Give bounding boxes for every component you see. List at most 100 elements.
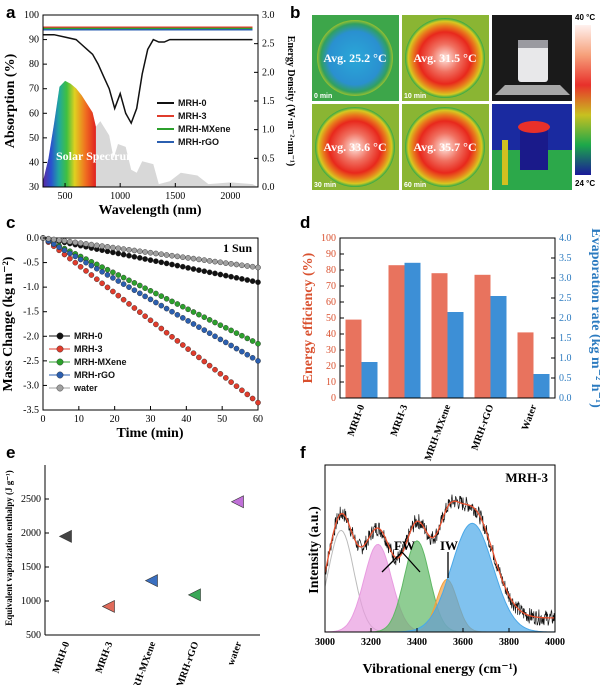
- panel-label-d: d: [300, 213, 310, 232]
- point-mrh-3: [228, 379, 234, 385]
- point-mrh-0: [136, 255, 143, 261]
- legend-swatch: [56, 332, 64, 340]
- svg-text:60 min: 60 min: [404, 182, 426, 189]
- point-mrh-rgo: [83, 259, 89, 266]
- x-axis-label-f: Vibrational energy (cm⁻¹): [363, 662, 518, 677]
- point-mrh-0: [153, 258, 159, 265]
- point-mrh-rgo: [239, 348, 245, 355]
- point-mrh-3: [206, 362, 213, 369]
- bar-efficiency-mrh-3: [388, 265, 405, 398]
- point-mrh-rgo: [187, 588, 201, 602]
- thermal-image-0: Avg. 25.2 °C 0 min: [312, 15, 399, 101]
- point-mrh-mxene: [190, 309, 197, 315]
- point-water: [228, 260, 234, 267]
- panel-label-f: f: [300, 443, 306, 462]
- point-mrh-0: [222, 272, 229, 279]
- y-axis-label-f: Intensity (a.u.): [307, 506, 322, 594]
- legend-label: MRH-3: [74, 344, 103, 354]
- point-water: [99, 243, 105, 249]
- y-axis-label-a: Absorption (%): [3, 53, 18, 148]
- x-tick-label: 1000: [110, 191, 130, 202]
- panel-label-e: e: [6, 443, 15, 462]
- point-mrh-rgo: [174, 311, 181, 318]
- point-water: [88, 241, 95, 248]
- y2-tick-label: 0.5: [559, 373, 572, 384]
- svg-text:10 min: 10 min: [404, 93, 426, 100]
- point-mrh-rgo: [56, 244, 62, 250]
- annotation-arrows: [381, 551, 449, 578]
- point-mrh-mxene: [244, 335, 251, 342]
- point-water: [212, 258, 218, 265]
- point-mrh-3: [174, 338, 181, 344]
- legend-label: MRH-MXene: [74, 357, 127, 367]
- legend-label: MRH-0: [74, 331, 103, 341]
- y-tick-label: 10: [326, 377, 336, 388]
- x-tick-label: 3600: [453, 637, 473, 648]
- point-mrh-rgo: [88, 262, 95, 269]
- y-tick-label: 1500: [21, 562, 41, 573]
- point-water: [190, 255, 197, 262]
- bar-evaporation-mrh-mxene: [447, 312, 464, 398]
- bar-efficiency-mrh-mxene: [431, 273, 448, 398]
- y-tick-label: 500: [26, 630, 41, 641]
- legend-label: MRH-rGO: [178, 137, 219, 147]
- point-mrh-mxene: [110, 269, 116, 276]
- point-mrh-3: [185, 346, 191, 352]
- y-tick-label: 20: [326, 361, 336, 372]
- point-mrh-0: [228, 273, 234, 280]
- legend-swatch: [56, 345, 64, 353]
- point-mrh-rgo: [244, 351, 251, 358]
- y-axis-label-c: Mass Change (kg m⁻²): [1, 256, 16, 391]
- x-tick-label: MRH-0: [51, 640, 73, 675]
- point-mrh-mxene: [249, 338, 256, 344]
- y2-tick-label: 1.5: [262, 96, 275, 107]
- point-water: [201, 257, 208, 263]
- y-tick-label: 2000: [21, 528, 41, 539]
- y-tick-label: -0.5: [23, 258, 39, 269]
- y-tick-label: 90: [326, 249, 336, 260]
- y-tick-label: 1000: [21, 596, 41, 607]
- y-tick-label: 70: [326, 281, 336, 292]
- point-mrh-3: [131, 305, 138, 311]
- x-tick-label: 4000: [545, 637, 565, 648]
- point-mrh-rgo: [255, 358, 261, 364]
- point-mrh-mxene: [153, 290, 159, 297]
- point-mrh-0: [249, 278, 256, 284]
- point-mrh-rgo: [99, 268, 105, 275]
- point-mrh-3: [212, 366, 218, 373]
- point-mrh-mxene: [169, 298, 175, 305]
- svg-text:30 min: 30 min: [314, 182, 336, 189]
- y-tick-label: 50: [29, 133, 39, 144]
- x-tick-label: MRH-0: [346, 403, 368, 438]
- point-mrh-mxene: [147, 287, 154, 294]
- point-water: [61, 238, 68, 244]
- point-mrh-rgo: [233, 345, 240, 352]
- y-axis-label-d: Energy efficiency (%): [301, 252, 316, 383]
- point-water: [255, 264, 261, 271]
- point-mrh-mxene: [212, 319, 218, 326]
- point-mrh-rgo: [147, 296, 154, 303]
- y-tick-label: 70: [29, 84, 39, 95]
- point-water: [94, 242, 100, 249]
- point-mrh-rgo: [169, 308, 175, 315]
- solar-spectrum: [43, 80, 258, 187]
- x-tick-label: 40: [181, 414, 191, 425]
- y2-tick-label: 2.0: [262, 67, 275, 78]
- y2-tick-label: 1.0: [559, 353, 572, 364]
- x-tick-label: water: [226, 640, 245, 667]
- point-mrh-0: [58, 529, 72, 543]
- series-line-mrh-0: [43, 33, 253, 125]
- colorbar-max: 40 °C: [575, 13, 595, 22]
- point-mrh-rgo: [212, 333, 218, 340]
- point-water: [174, 253, 181, 260]
- point-mrh-3: [169, 333, 175, 340]
- colorbar-min: 24 °C: [575, 179, 595, 188]
- y-tick-label: -1.0: [23, 282, 39, 293]
- point-mrh-3: [142, 313, 148, 320]
- x-tick-label: 60: [253, 414, 263, 425]
- point-mrh-rgo: [110, 275, 116, 281]
- point-mrh-3: [255, 399, 261, 406]
- point-water: [217, 259, 224, 266]
- point-mrh-3: [67, 255, 73, 262]
- point-mrh-3: [136, 309, 143, 315]
